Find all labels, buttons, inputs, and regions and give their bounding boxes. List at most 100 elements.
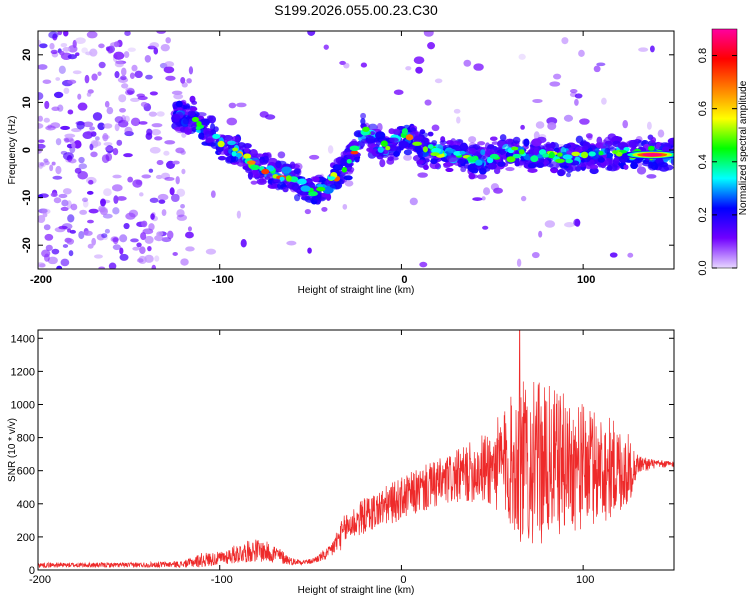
spectrogram-cell [92, 112, 103, 121]
spectrogram-cell [350, 150, 359, 155]
spectrogram-cell [51, 161, 56, 166]
spectrogram-cell [250, 180, 258, 185]
spectrogram-cell [77, 93, 82, 100]
spectrogram-cell [646, 174, 657, 179]
spectrogram-cell [147, 246, 152, 252]
spectrogram-cell [68, 158, 77, 164]
spectrogram-cell [62, 244, 69, 249]
spectrogram-cell [39, 263, 46, 268]
spectrogram-y-tick-label: 20 [21, 49, 33, 61]
spectrogram-cell [369, 131, 376, 136]
spectrogram-cell [308, 154, 320, 160]
spectrogram-cell [140, 101, 148, 107]
spectrogram-cell [151, 264, 157, 269]
spectrogram-cell [490, 136, 498, 141]
spectrogram-cell [120, 114, 126, 124]
spectrogram-cell [125, 87, 135, 92]
spectrogram-cell [657, 129, 665, 138]
spectrogram-cell [144, 55, 152, 63]
spectrogram-cell [472, 197, 483, 201]
colorbar-tick-label: 0.0 [697, 260, 709, 275]
spectrogram-cell [112, 147, 119, 156]
spectrogram-cell [604, 147, 611, 154]
spectrogram-cell [90, 151, 98, 158]
spectrogram-cell [91, 140, 102, 147]
spectrogram-cell [67, 79, 77, 85]
spectrogram-cell [565, 172, 572, 178]
spectrogram-cell [97, 122, 105, 131]
spectrogram-cell [386, 158, 395, 165]
spectrogram-cell [103, 123, 113, 129]
spectrogram-cell [123, 51, 130, 59]
spectrogram-cell [545, 143, 556, 148]
spectrogram-cell [146, 128, 153, 136]
snr-line [38, 330, 674, 569]
spectrogram-cell [124, 31, 131, 36]
spectrogram-cell [291, 182, 300, 192]
spectrogram-cell [466, 156, 477, 162]
spectrogram-cell [44, 253, 50, 262]
spectrogram-cell [136, 258, 144, 263]
spectrogram-cell [86, 190, 94, 195]
spectrogram-cell [165, 75, 176, 81]
spectrogram-cell [157, 193, 169, 201]
spectrogram-cell [61, 199, 69, 207]
spectrogram-cell [102, 132, 109, 142]
spectrogram-cell [163, 150, 170, 156]
spectrogram-cell [393, 89, 404, 95]
spectrogram-cell [527, 162, 537, 169]
spectrogram-cell [138, 255, 147, 265]
spectrogram-cell [563, 114, 574, 122]
spectrogram-cell [601, 97, 607, 105]
spectrogram-cell [487, 162, 497, 170]
spectrogram-cell [119, 247, 124, 255]
spectrogram-x-tick-label: -200 [30, 274, 52, 286]
spectrogram-cell [329, 183, 337, 189]
spectrogram-cell [547, 122, 557, 131]
spectrogram-cell [574, 93, 583, 99]
spectrogram-cell [196, 120, 202, 127]
spectrogram-cell [93, 254, 103, 259]
spectrogram-cell [527, 168, 538, 173]
spectrogram-cell [44, 100, 50, 110]
spectrogram-cell [405, 134, 414, 141]
spectrogram-cell [166, 230, 174, 240]
spectrogram-cell [85, 51, 93, 56]
spectrogram-cell [38, 148, 43, 154]
spectrogram-cell [58, 193, 68, 199]
spectrogram-cell [533, 147, 540, 156]
spectrogram-cell [243, 143, 252, 149]
spectrogram-cell [480, 166, 491, 173]
spectrogram-x-tick-label: -100 [212, 274, 234, 286]
spectrogram-cell [130, 117, 141, 127]
snr-x-tick-label: 100 [576, 574, 594, 586]
spectrogram-cell [199, 118, 211, 125]
spectrogram-cell [307, 247, 312, 254]
spectrogram-cell [205, 137, 214, 144]
spectrogram-cell [120, 67, 127, 76]
spectrogram-cell [480, 149, 486, 156]
spectrogram-cell [300, 185, 311, 192]
spectrogram-cell [87, 243, 94, 249]
spectrogram-cell [447, 148, 456, 153]
spectrogram-cell [217, 155, 227, 161]
spectrogram-cell [151, 123, 163, 128]
spectrogram-cell [344, 180, 354, 187]
spectrogram-cell [45, 244, 53, 251]
spectrogram-cell [89, 126, 95, 131]
spectrogram-cell [50, 192, 58, 198]
spectrogram-cell [51, 248, 60, 255]
spectrogram-cell [569, 89, 578, 94]
spectrogram-cell [148, 168, 154, 173]
spectrogram-cell [482, 225, 489, 230]
spectrogram-cell [149, 42, 160, 49]
spectrogram-cell [256, 178, 267, 185]
spectrogram-cell [346, 154, 356, 159]
spectrogram-cell [72, 70, 82, 75]
spectrogram-cell [86, 130, 94, 136]
spectrogram-cell [38, 215, 46, 224]
spectrogram-cell [589, 167, 599, 175]
spectrogram-cell [217, 140, 225, 148]
spectrogram-cell [623, 164, 629, 170]
